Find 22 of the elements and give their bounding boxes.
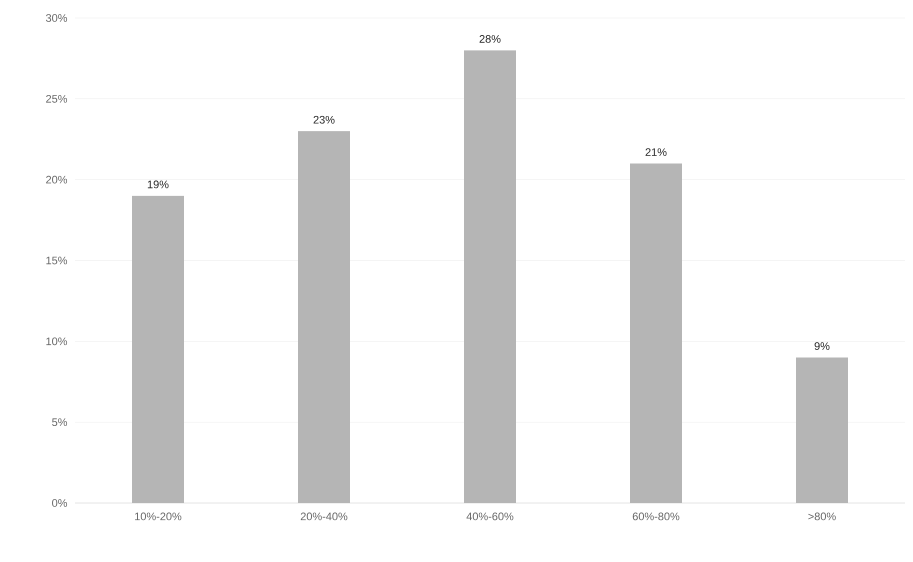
bar xyxy=(132,196,184,503)
y-tick-label: 15% xyxy=(46,256,68,264)
data-label: 21% xyxy=(646,148,667,156)
bar xyxy=(464,50,516,503)
y-tick-label: 30% xyxy=(46,14,68,22)
y-tick-label: 5% xyxy=(52,418,68,426)
x-tick-label: 20%-40% xyxy=(300,512,348,520)
y-tick-label: 10% xyxy=(46,337,68,346)
data-label: 19% xyxy=(148,180,169,188)
data-label: 28% xyxy=(480,35,501,43)
bar xyxy=(630,163,682,503)
x-tick-label: >80% xyxy=(808,512,836,520)
bar xyxy=(298,131,350,503)
data-label: 23% xyxy=(314,116,335,124)
x-tick-label: 60%-80% xyxy=(632,512,680,520)
bar xyxy=(796,358,848,503)
y-tick-label: 25% xyxy=(46,94,68,103)
y-tick-label: 20% xyxy=(46,176,68,184)
y-tick-label: 0% xyxy=(52,499,68,507)
data-label: 9% xyxy=(814,342,830,350)
x-tick-label: 10%-20% xyxy=(135,512,182,520)
x-tick-label: 40%-60% xyxy=(466,512,514,520)
